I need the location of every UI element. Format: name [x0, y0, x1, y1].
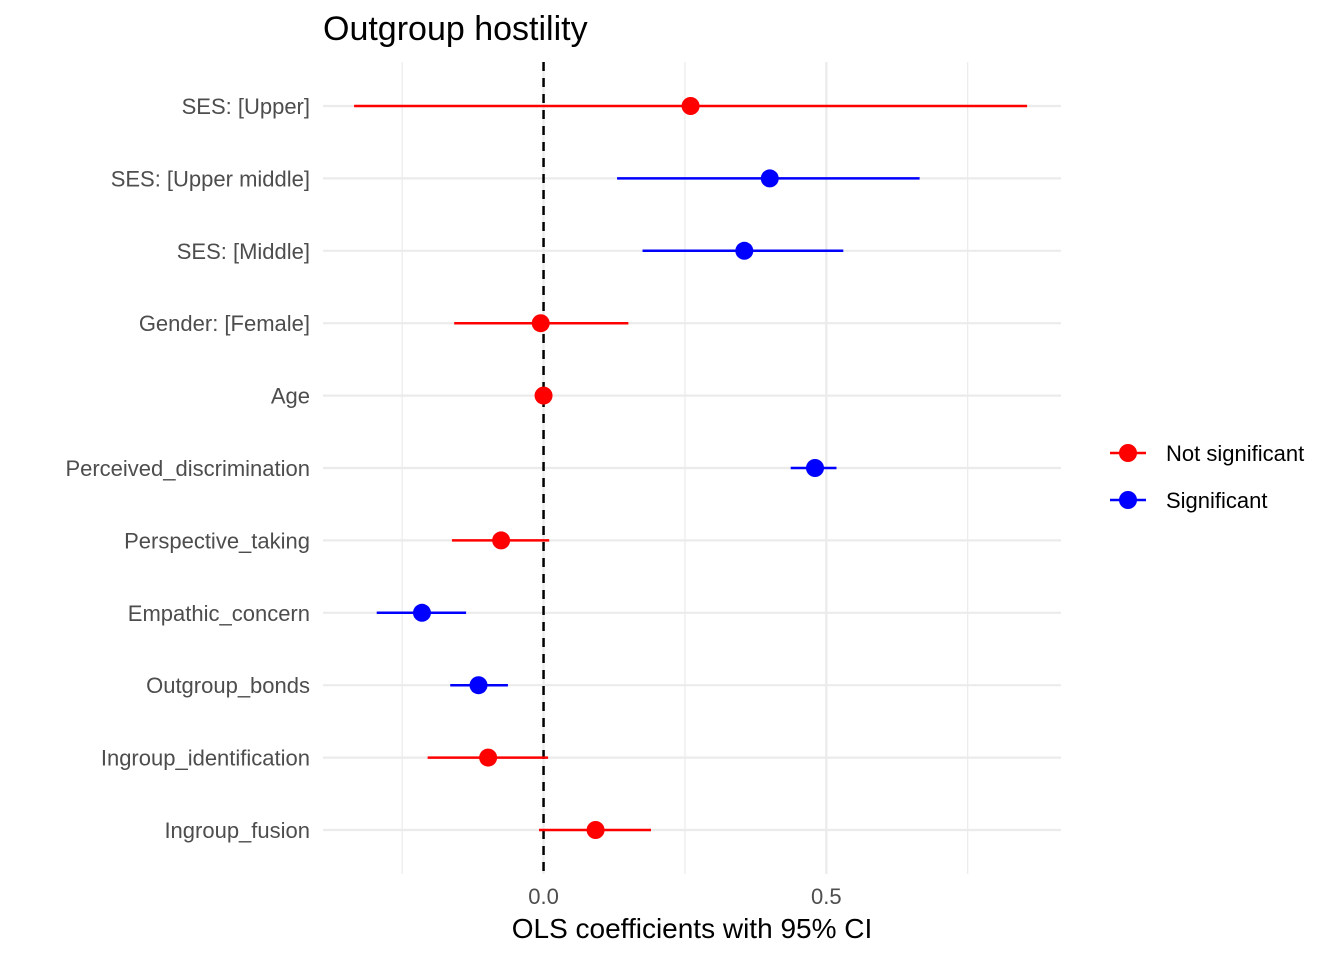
coefficient-points	[412, 97, 824, 839]
legend-key-point-0	[1119, 444, 1137, 462]
y-axis-labels: SES: [Upper] SES: [Upper middle] SES: [Mid…	[65, 94, 310, 843]
coefficient-point-2	[735, 241, 754, 260]
coefficient-point-4	[534, 386, 553, 405]
y-axis-label-4: Age	[271, 384, 310, 409]
y-axis-label-6: Perspective_taking	[124, 528, 310, 553]
y-axis-label-7: Empathic_concern	[128, 601, 310, 626]
coefficient-point-9	[479, 748, 498, 767]
legend-label-0: Not significant	[1166, 441, 1304, 466]
y-axis-label-5: Perceived_discrimination	[65, 456, 310, 481]
x-tick-label-0: 0.0	[528, 884, 559, 909]
chart-title: Outgroup hostility	[323, 10, 588, 48]
x-axis-title: OLS coefficients with 95% CI	[512, 913, 873, 944]
legend-key-point-1	[1119, 491, 1137, 509]
y-axis-label-10: Ingroup_fusion	[164, 818, 310, 843]
coefficient-point-7	[412, 603, 431, 622]
coefficient-point-8	[469, 676, 488, 695]
coefficient-point-6	[492, 531, 511, 550]
legend-label-1: Significant	[1166, 488, 1268, 513]
y-axis-label-9: Ingroup_identification	[101, 746, 310, 771]
coefficient-point-0	[681, 97, 700, 115]
gridlines	[323, 62, 1061, 874]
coefficient-point-3	[531, 314, 550, 333]
y-axis-label-2: SES: [Middle]	[177, 239, 310, 264]
x-tick-label-1: 0.5	[811, 884, 842, 909]
legend: Not significant Significant	[1110, 441, 1304, 513]
y-axis-label-8: Outgroup_bonds	[146, 673, 310, 698]
coefficient-point-1	[760, 169, 779, 188]
x-axis-ticks: 0.0 0.5	[528, 884, 841, 909]
y-axis-label-3: Gender: [Female]	[139, 311, 310, 336]
coefficient-point-5	[806, 459, 824, 477]
y-axis-label-0: SES: [Upper]	[182, 94, 310, 119]
coefficient-point-10	[586, 821, 605, 839]
y-axis-label-1: SES: [Upper middle]	[111, 166, 310, 191]
